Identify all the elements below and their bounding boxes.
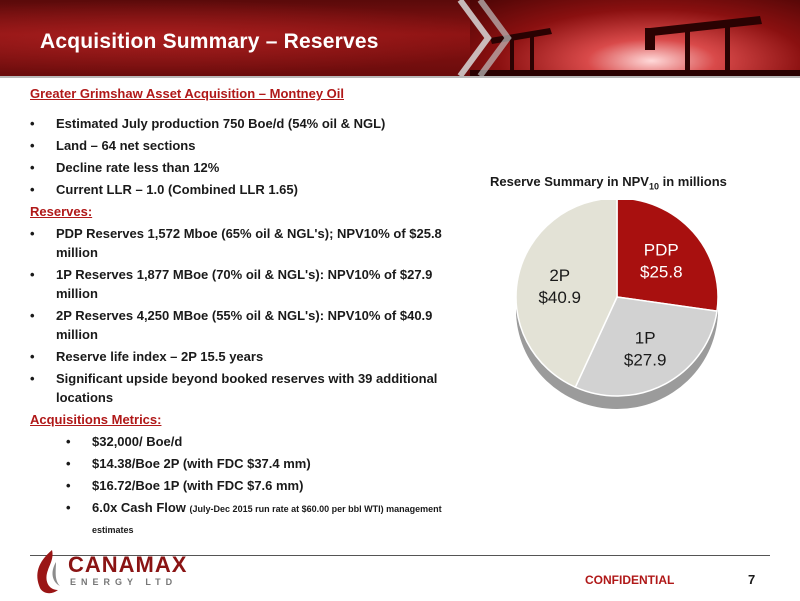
bullet-item: • Significant upside beyond booked reserv… [30, 369, 460, 407]
chevron-decoration-icon [457, 0, 512, 76]
logo-tagline: ENERGY LTD [70, 577, 178, 587]
page-title: Acquisition Summary – Reserves [40, 30, 379, 53]
header-divider [0, 76, 800, 78]
bullet-dot: • [30, 308, 35, 323]
reserves-heading: Reserves: [30, 204, 93, 219]
bullet-dot: • [30, 371, 35, 386]
bullet-text: Significant upside beyond booked reserve… [56, 371, 438, 405]
footer-divider [30, 555, 770, 556]
bullet-text: $16.72/Boe 1P (with FDC $7.6 mm) [92, 478, 304, 493]
bullet-dot: • [30, 267, 35, 282]
pie-value-pdp: $25.8 [640, 262, 683, 281]
bullet-text: 1P Reserves 1,877 MBoe (70% oil & NGL's)… [56, 267, 433, 301]
chart-title-suffix: in millions [658, 174, 727, 189]
bullet-item: • Decline rate less than 12% [30, 158, 460, 177]
bullet-dot: • [30, 182, 35, 197]
pie-slice-2p [515, 200, 618, 389]
metric-cash-flow-main: 6.0x Cash Flow [92, 500, 190, 515]
bullet-item: • $14.38/Boe 2P (with FDC $37.4 mm) [66, 454, 460, 473]
bullet-dot: • [30, 349, 35, 364]
metrics-list: • $32,000/ Boe/d • $14.38/Boe 2P (with FDC … [66, 432, 460, 540]
bullet-item: • 2P Reserves 4,250 MBoe (55% oil & NGL's… [30, 306, 460, 344]
header-oil-pump-image [470, 0, 800, 76]
reserve-pie-chart: PDP $25.8 1P $27.9 2P $40.9 [515, 200, 719, 409]
bullet-item: • Land – 64 net sections [30, 136, 460, 155]
bullet-item: • Estimated July production 750 Boe/d (54… [30, 114, 460, 133]
bullet-text: Current LLR – 1.0 (Combined LLR 1.65) [56, 182, 298, 197]
pie-label-1p: 1P [635, 328, 656, 347]
bullet-item: • PDP Reserves 1,572 Mboe (65% oil & NGL'… [30, 224, 460, 262]
metrics-bullet-list: • $32,000/ Boe/d • $14.38/Boe 2P (with FDC … [66, 432, 460, 495]
metric-cash-flow-note: (July-Dec 2015 run rate at $60.00 per bb… [92, 504, 442, 535]
bullet-dot: • [66, 434, 71, 449]
chart-title: Reserve Summary in NPV10 in millions [490, 174, 727, 192]
header-banner: Acquisition Summary – Reserves [0, 0, 800, 76]
asset-subheading: Greater Grimshaw Asset Acquisition – Mon… [30, 86, 344, 101]
bullet-dot: • [30, 226, 35, 241]
chart-title-subscript: 10 [648, 181, 659, 192]
pie-value-2p: $40.9 [538, 288, 581, 307]
page-number: 7 [748, 572, 756, 587]
bullet-item: • 1P Reserves 1,877 MBoe (70% oil & NGL's… [30, 265, 460, 303]
pie-label-pdp: PDP [644, 240, 679, 259]
bullet-item: • $16.72/Boe 1P (with FDC $7.6 mm) [66, 476, 460, 495]
bullet-dot: • [30, 116, 35, 131]
metrics-heading: Acquisitions Metrics: [30, 412, 162, 427]
bullet-text: Reserve life index – 2P 15.5 years [56, 349, 264, 364]
bullet-text: $14.38/Boe 2P (with FDC $37.4 mm) [92, 456, 311, 471]
bullet-dot: • [66, 456, 71, 471]
bullet-item: • Reserve life index – 2P 15.5 years [30, 347, 460, 366]
bullet-dot: • [66, 478, 71, 493]
company-logo: CANAMAX ENERGY LTD [30, 548, 210, 596]
chart-title-main: Reserve Summary in NPV [490, 174, 649, 189]
pie-slice-1p [574, 296, 718, 397]
summary-bullets: • Estimated July production 750 Boe/d (54… [30, 114, 460, 543]
bullet-text: PDP Reserves 1,572 Mboe (65% oil & NGL's… [56, 226, 442, 260]
bullet-text: Land – 64 net sections [56, 138, 196, 153]
metric-item-cash-flow: • 6.0x Cash Flow (July-Dec 2015 run rate… [66, 498, 460, 540]
top-bullet-list: • Estimated July production 750 Boe/d (54… [30, 114, 460, 199]
header-glow [0, 0, 520, 76]
bullet-item: • $32,000/ Boe/d [66, 432, 460, 451]
bullet-dot: • [30, 160, 35, 175]
confidential-label: CONFIDENTIAL [585, 573, 675, 587]
bullet-text: Decline rate less than 12% [56, 160, 220, 175]
bullet-item: • Current LLR – 1.0 (Combined LLR 1.65) [30, 180, 460, 199]
reserves-bullet-list: • PDP Reserves 1,572 Mboe (65% oil & NGL'… [30, 224, 460, 407]
bullet-text: Estimated July production 750 Boe/d (54%… [56, 116, 386, 131]
pie-label-2p: 2P [549, 266, 570, 285]
bullet-dot: • [66, 500, 71, 515]
pie-slice-pdp [616, 200, 719, 312]
oil-pump-silhouette-icon [470, 16, 800, 76]
flame-logo-icon [37, 550, 60, 594]
bullet-text: 2P Reserves 4,250 MBoe (55% oil & NGL's)… [56, 308, 433, 342]
bullet-dot: • [30, 138, 35, 153]
pie-value-1p: $27.9 [624, 350, 667, 369]
bullet-text: $32,000/ Boe/d [92, 434, 183, 449]
logo-wordmark: CANAMAX [68, 552, 188, 577]
